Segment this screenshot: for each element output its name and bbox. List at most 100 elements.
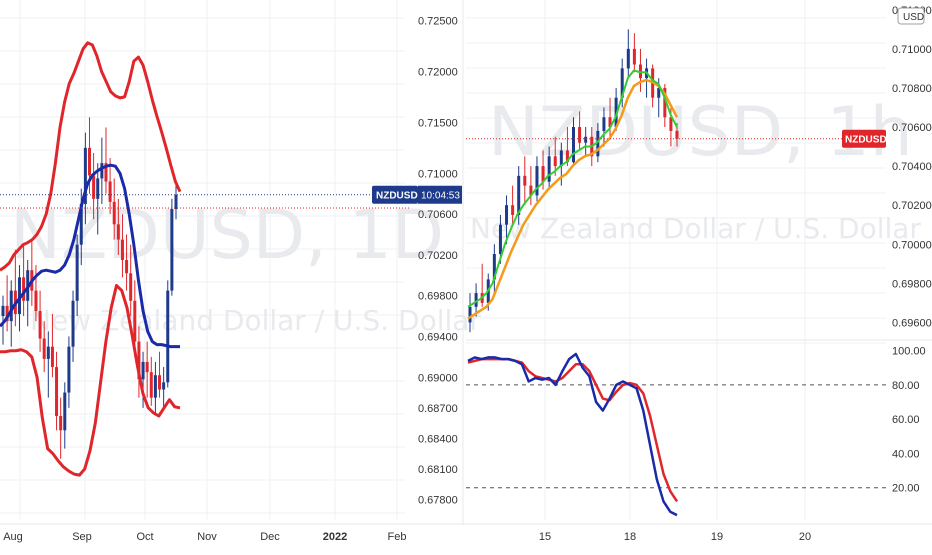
daily-candle-body [104,163,108,182]
daily-price-tick: 0.72500 [418,15,458,27]
daily-candle-body [75,244,79,301]
daily-price-tick: 0.70600 [418,209,458,221]
daily-candle-body [67,346,71,393]
daily-price-tick: 0.68400 [418,433,458,445]
daily-candle-body [158,375,162,390]
daily-candle-body [170,209,174,291]
daily-price-tick: 0.68700 [418,403,458,415]
hourly-candle-body [669,117,673,131]
hourly-candle-body [559,150,563,167]
hourly-candle-body [632,48,636,65]
daily-candle-body [100,163,104,179]
daily-candle-body [38,310,42,339]
symbol-watermark-right: NZDUSD, 1h [488,93,913,172]
daily-price-tick: 0.72000 [418,66,458,78]
hourly-price-tick: 0.69800 [892,278,932,290]
hourly-candle-body [474,293,478,307]
hourly-candle-body [535,166,539,196]
daily-price-axis: 0.72500 0.72000 0.71500 0.71000 0.70600 0.702… [418,15,458,506]
hourly-candle-body [523,175,527,186]
hourly-candle-body [505,205,509,225]
daily-candle-body [46,346,50,359]
hourly-candle-body [578,127,582,143]
daily-price-tick: 0.70200 [418,250,458,262]
hourly-candle-body [602,117,606,131]
description-watermark-right: New Zealand Dollar / U.S. Dollar [470,212,921,245]
daily-time-axis: Aug Sep Oct Nov Dec 2022 Feb [3,531,406,543]
daily-candle-body [17,277,21,315]
daily-candle-body [129,273,133,301]
stochastic-d-line [467,357,679,503]
daily-candle-body [166,290,170,383]
daily-countdown-box [418,185,462,204]
hourly-candle-body [608,117,612,128]
hourly-candle-body [572,127,575,163]
daily-candle-body [50,346,54,368]
daily-price-tick: 0.69400 [418,331,458,343]
daily-candle-body [112,201,116,225]
hourly-price-tag-box [842,129,886,148]
daily-candle-body [145,361,149,373]
daily-candle-body [5,305,9,322]
stochastic-tick: 80.00 [892,380,920,392]
hourly-time-axis: 15 18 19 20 [539,531,811,543]
stochastic-tick: 100.00 [892,346,926,358]
hourly-candle-body [492,254,496,280]
daily-candle-body [83,147,87,204]
bollinger-middle-band [0,163,180,349]
daily-candle-body [120,239,124,260]
daily-candle-body [141,361,145,380]
hourly-candle-body [547,156,551,182]
daily-time-label: 2022 [323,531,347,543]
hourly-candle-body [584,136,588,143]
hourly-candle-body [517,175,521,215]
daily-time-label: Aug [3,531,23,543]
daily-price-tick: 0.68100 [418,464,458,476]
bollinger-upper-band [0,41,182,272]
daily-price-tick: 0.67800 [418,495,458,507]
currency-badge-box [897,7,925,25]
hourly-price-tag-symbol: NZDUSD [845,135,887,146]
hourly-time-label: 15 [539,531,551,543]
hourly-candles [468,29,679,333]
hourly-fast-ma [467,69,678,308]
daily-candle-body [174,194,178,210]
daily-candle-body [42,338,46,359]
daily-time-label: Dec [260,531,280,543]
hourly-candle-body [626,48,630,69]
daily-candle-body [125,260,129,274]
daily-candle-body [96,178,100,199]
daily-countdown: 10:04:53 [421,191,460,202]
daily-candle-body [137,341,141,380]
hourly-price-axis: 0.712000.710000.708000.706000.704000.702… [892,5,932,330]
daily-candle-body [55,367,59,416]
daily-candle-body [59,416,63,431]
daily-price-tag-box [372,185,418,204]
hourly-candle-body [541,166,545,182]
daily-time-label: Feb [388,531,407,543]
daily-candle-body [1,305,5,317]
stochastic-k-line [467,352,678,517]
hourly-time-label: 18 [624,531,636,543]
hourly-candle-body [657,87,661,98]
daily-candle-body [9,290,13,322]
daily-candle-body [34,290,38,311]
hourly-candle-body [596,130,600,157]
hourly-price-tick: 0.70600 [892,122,932,134]
daily-candle-body [22,277,26,301]
daily-candle-body [63,392,67,431]
hourly-time-label: 20 [799,531,811,543]
daily-candle-body [149,372,153,398]
daily-candle-body [108,181,112,202]
hourly-price-tick: 0.71000 [892,44,932,56]
hourly-price-tick: 0.70200 [892,200,932,212]
daily-price-tick: 0.69000 [418,372,458,384]
hourly-candle-body [620,68,624,98]
daily-time-label: Oct [136,531,153,543]
daily-candle-body [71,300,75,347]
stochastic-tick: 20.00 [892,483,920,495]
currency-label: USD [903,12,924,23]
hourly-price-tick: 0.70800 [892,83,932,95]
